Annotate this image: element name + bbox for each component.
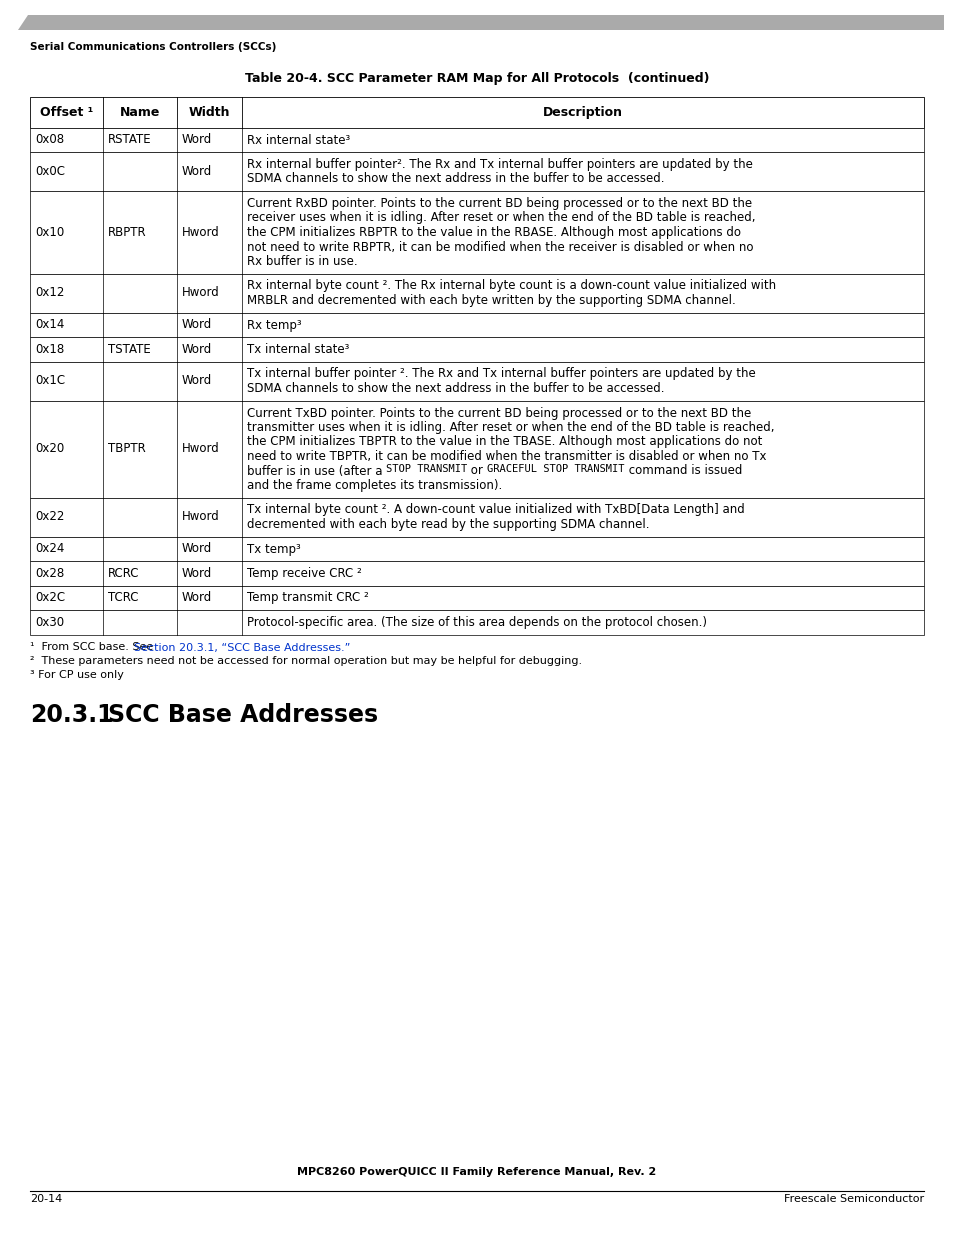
- Bar: [30, 362, 923, 400]
- Text: STOP TRANSMIT: STOP TRANSMIT: [386, 464, 467, 474]
- Text: Current TxBD pointer. Points to the current BD being processed or to the next BD: Current TxBD pointer. Points to the curr…: [247, 406, 750, 420]
- Text: Name: Name: [120, 106, 160, 119]
- Text: SDMA channels to show the next address in the buffer to be accessed.: SDMA channels to show the next address i…: [247, 382, 663, 395]
- Text: Word: Word: [181, 133, 212, 146]
- Text: Description: Description: [542, 106, 622, 119]
- Text: ³ For CP use only: ³ For CP use only: [30, 671, 124, 680]
- Text: RCRC: RCRC: [109, 567, 140, 579]
- Text: Rx internal state³: Rx internal state³: [247, 133, 350, 147]
- Bar: [30, 312, 923, 337]
- Bar: [30, 191, 923, 273]
- Text: need to write TBPTR, it can be modified when the transmitter is disabled or when: need to write TBPTR, it can be modified …: [247, 450, 765, 463]
- Text: the CPM initializes TBPTR to the value in the TBASE. Although most applications : the CPM initializes TBPTR to the value i…: [247, 436, 761, 448]
- Text: Rx internal byte count ². The Rx internal byte count is a down-count value initi: Rx internal byte count ². The Rx interna…: [247, 279, 775, 293]
- Text: 20-14: 20-14: [30, 1194, 62, 1204]
- Text: TBPTR: TBPTR: [109, 442, 146, 456]
- Text: 20.3.1: 20.3.1: [30, 703, 113, 726]
- Text: Current RxBD pointer. Points to the current BD being processed or to the next BD: Current RxBD pointer. Points to the curr…: [247, 198, 751, 210]
- Text: GRACEFUL STOP TRANSMIT: GRACEFUL STOP TRANSMIT: [486, 464, 624, 474]
- Bar: [30, 152, 923, 191]
- Text: receiver uses when it is idling. After reset or when the end of the BD table is : receiver uses when it is idling. After r…: [247, 211, 755, 225]
- Bar: [30, 337, 923, 362]
- Bar: [30, 498, 923, 536]
- Bar: [30, 127, 923, 152]
- Text: Serial Communications Controllers (SCCs): Serial Communications Controllers (SCCs): [30, 42, 276, 52]
- Text: Rx internal buffer pointer². The Rx and Tx internal buffer pointers are updated : Rx internal buffer pointer². The Rx and …: [247, 158, 752, 170]
- Text: Tx internal buffer pointer ². The Rx and Tx internal buffer pointers are updated: Tx internal buffer pointer ². The Rx and…: [247, 368, 755, 380]
- Text: Temp transmit CRC ²: Temp transmit CRC ²: [247, 592, 368, 604]
- Bar: [30, 561, 923, 585]
- Bar: [30, 536, 923, 561]
- Text: MPC8260 PowerQUICC II Family Reference Manual, Rev. 2: MPC8260 PowerQUICC II Family Reference M…: [297, 1167, 656, 1177]
- Text: Table 20-4. SCC Parameter RAM Map for All Protocols  (continued): Table 20-4. SCC Parameter RAM Map for Al…: [245, 72, 708, 85]
- Text: Width: Width: [189, 106, 230, 119]
- Text: Tx temp³: Tx temp³: [247, 542, 300, 556]
- Text: buffer is in use (after a: buffer is in use (after a: [247, 464, 386, 478]
- Text: ²  These parameters need not be accessed for normal operation but may be helpful: ² These parameters need not be accessed …: [30, 657, 581, 667]
- Text: 0x20: 0x20: [35, 442, 64, 456]
- Text: 0x24: 0x24: [35, 542, 64, 556]
- Text: 0x10: 0x10: [35, 226, 64, 238]
- Text: Freescale Semiconductor: Freescale Semiconductor: [783, 1194, 923, 1204]
- Bar: [30, 273, 923, 312]
- Text: or: or: [467, 464, 486, 478]
- Text: RBPTR: RBPTR: [109, 226, 147, 238]
- Text: 0x0C: 0x0C: [35, 165, 65, 178]
- Text: 0x22: 0x22: [35, 510, 64, 524]
- Text: Rx buffer is in use.: Rx buffer is in use.: [247, 254, 357, 268]
- Text: 0x1C: 0x1C: [35, 374, 65, 388]
- Text: 0x08: 0x08: [35, 133, 64, 146]
- Text: not need to write RBPTR, it can be modified when the receiver is disabled or whe: not need to write RBPTR, it can be modif…: [247, 241, 753, 253]
- Text: and the frame completes its transmission).: and the frame completes its transmission…: [247, 479, 501, 492]
- Text: Section 20.3.1, “SCC Base Addresses.”: Section 20.3.1, “SCC Base Addresses.”: [133, 642, 350, 652]
- Text: Word: Word: [181, 165, 212, 178]
- Bar: [30, 610, 923, 635]
- Text: 0x2C: 0x2C: [35, 592, 65, 604]
- Text: Word: Word: [181, 542, 212, 556]
- Text: MRBLR and decremented with each byte written by the supporting SDMA channel.: MRBLR and decremented with each byte wri…: [247, 294, 735, 308]
- Text: command is issued: command is issued: [624, 464, 741, 478]
- Text: TSTATE: TSTATE: [109, 343, 151, 356]
- Text: transmitter uses when it is idling. After reset or when the end of the BD table : transmitter uses when it is idling. Afte…: [247, 421, 774, 433]
- Text: 0x28: 0x28: [35, 567, 64, 579]
- Text: Hword: Hword: [181, 287, 219, 300]
- Text: Word: Word: [181, 319, 212, 331]
- Text: Temp receive CRC ²: Temp receive CRC ²: [247, 567, 361, 580]
- Text: 0x14: 0x14: [35, 319, 64, 331]
- Text: Word: Word: [181, 374, 212, 388]
- Bar: [30, 98, 923, 127]
- Text: SCC Base Addresses: SCC Base Addresses: [108, 703, 377, 726]
- Text: Word: Word: [181, 343, 212, 356]
- Bar: [30, 585, 923, 610]
- Text: SDMA channels to show the next address in the buffer to be accessed.: SDMA channels to show the next address i…: [247, 173, 663, 185]
- Text: Hword: Hword: [181, 442, 219, 456]
- Polygon shape: [18, 15, 943, 30]
- Text: Hword: Hword: [181, 510, 219, 524]
- Text: Protocol-specific area. (The size of this area depends on the protocol chosen.): Protocol-specific area. (The size of thi…: [247, 616, 706, 629]
- Text: TCRC: TCRC: [109, 592, 139, 604]
- Bar: [30, 400, 923, 498]
- Text: 0x30: 0x30: [35, 616, 64, 629]
- Text: 0x18: 0x18: [35, 343, 64, 356]
- Text: Offset ¹: Offset ¹: [40, 106, 93, 119]
- Text: ¹  From SCC base. See: ¹ From SCC base. See: [30, 642, 156, 652]
- Text: Word: Word: [181, 567, 212, 579]
- Text: Tx internal byte count ². A down-count value initialized with TxBD[Data Length] : Tx internal byte count ². A down-count v…: [247, 504, 744, 516]
- Text: Hword: Hword: [181, 226, 219, 238]
- Text: Tx internal state³: Tx internal state³: [247, 343, 349, 356]
- Text: 0x12: 0x12: [35, 287, 64, 300]
- Text: Word: Word: [181, 592, 212, 604]
- Text: Rx temp³: Rx temp³: [247, 319, 301, 331]
- Text: the CPM initializes RBPTR to the value in the RBASE. Although most applications : the CPM initializes RBPTR to the value i…: [247, 226, 740, 240]
- Text: decremented with each byte read by the supporting SDMA channel.: decremented with each byte read by the s…: [247, 517, 649, 531]
- Text: RSTATE: RSTATE: [109, 133, 152, 146]
